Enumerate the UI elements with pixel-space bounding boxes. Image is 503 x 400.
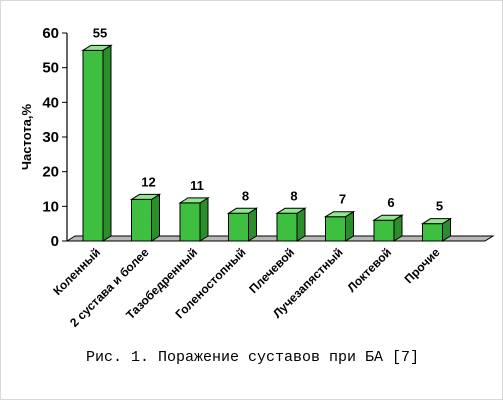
bar (372, 214, 404, 242)
bar (275, 207, 307, 242)
bar-top (275, 207, 307, 214)
y-tick-label: 40 (42, 94, 59, 111)
y-tick-label: 30 (42, 129, 59, 146)
bar-front (422, 223, 443, 242)
bar-top (226, 207, 259, 214)
bar-side (102, 44, 112, 242)
bar-front (82, 49, 104, 242)
bar (226, 207, 259, 242)
bar-front (325, 216, 346, 242)
bar-value-label: 6 (387, 195, 394, 210)
bar-front (179, 202, 201, 242)
bar (81, 44, 113, 242)
bar (129, 193, 162, 242)
bar-top (420, 218, 453, 225)
x-category-label: Прочие (402, 245, 443, 286)
bar (323, 210, 356, 242)
chart-bars (81, 44, 453, 242)
x-category-label: Коленный (50, 245, 103, 298)
bar-front (131, 198, 152, 242)
x-category-label: Локтевой (344, 245, 394, 295)
bar-top (372, 214, 404, 221)
y-tick-label: 0 (51, 233, 59, 250)
bar-value-label: 5 (436, 199, 443, 214)
bar (420, 217, 453, 242)
bar-top (129, 193, 162, 200)
bar-side (151, 193, 160, 242)
bar-value-label: 11 (190, 178, 204, 193)
bar-top (323, 211, 356, 218)
bar-side (296, 207, 306, 242)
bar-side (199, 196, 209, 242)
y-axis-label: Частота,% (19, 103, 34, 170)
figure-caption: Рис. 1. Поражение суставов при БА [7] (85, 349, 420, 366)
bar-front (276, 212, 298, 242)
bar-front (373, 219, 395, 242)
bar-value-label: 8 (242, 188, 249, 203)
bar-value-label: 8 (290, 188, 297, 203)
x-category-label: Плечевой (246, 245, 297, 296)
bar-top (178, 197, 210, 204)
bar-top (81, 44, 113, 51)
bar-value-label: 55 (93, 25, 107, 40)
y-tick-label: 20 (42, 164, 59, 181)
bar-value-label: 12 (141, 174, 155, 189)
y-tick-label: 50 (42, 60, 59, 77)
bar-front (228, 212, 249, 242)
y-tick-label: 10 (42, 198, 59, 215)
bar (178, 196, 210, 242)
y-tick-label: 60 (42, 25, 59, 42)
bar-value-label: 7 (339, 192, 346, 207)
bar-side (248, 207, 257, 242)
